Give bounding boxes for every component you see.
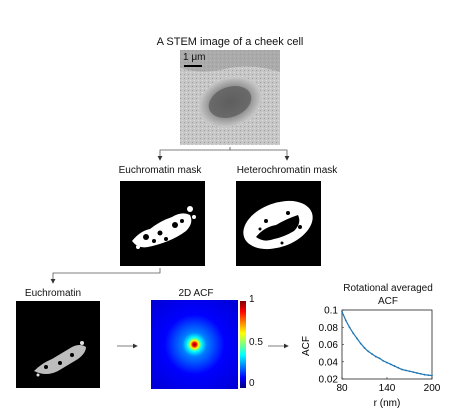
acf-data-point [416,372,418,374]
stem-title: A STEM image of a cheek cell [156,36,304,48]
acf-data-point [393,365,396,367]
heterochromatin-mask-image [236,181,321,266]
acf-data-point [344,319,347,322]
acf-data-point [401,368,403,371]
acf-data-point [363,347,366,349]
euchromatin-title: Euchromatin [24,288,82,299]
acf-data-point [427,374,430,377]
y-tick-label: 0.06 [319,340,339,351]
heterochromatin-mask-graphic [243,200,313,250]
x-tick-label: 80 [336,383,348,394]
euchromatin-mask-graphic [132,206,196,249]
chart-title-line2: ACF [378,296,398,307]
acf-data-point [374,355,377,358]
acf-data-point [386,361,388,364]
acf-data-point [356,337,358,340]
stem-image [180,50,280,145]
acf-data-point [341,310,343,313]
euchromatin-image [16,301,100,388]
acf-data-point [352,332,355,335]
acf-data-point [378,357,381,360]
acf-data-point [359,342,362,345]
acf2d-heatmap [151,300,238,389]
acf-data-point [397,366,400,369]
chart-ylabel: ACF [301,336,312,356]
heterochromatin-mask-title: Heterochromatin mask [236,165,338,176]
chart-title-line1: Rotational averaged [343,283,433,294]
arrow-to-euchromatin [50,268,161,284]
y-tick-label: 0.08 [319,323,339,334]
arrow-to-euchromatin-mask [157,147,231,161]
acf-data-point [412,371,415,373]
x-tick-label: 200 [424,383,441,394]
y-tick-label: 0.1 [324,306,338,317]
chart-plot-area [341,309,433,380]
acf-data-point [382,359,385,362]
acf-data-point [367,350,370,353]
acf-data-point [408,370,411,373]
x-tick-label: 140 [379,383,396,394]
scale-bar-label: 1 μm [183,52,206,63]
acf-data-point [423,373,426,376]
euchromatin-mask-title: Euchromatin mask [118,165,202,176]
stem-image-graphic [180,50,280,145]
acf2d-colorbar [240,301,246,388]
colorbar-tick-0.5: 0.5 [249,337,263,348]
acf-data-point [348,326,351,329]
y-tick-label: 0.04 [319,357,339,368]
colorbar-tick-1: 1 [249,294,255,305]
euchromatin-mask-image [120,181,205,266]
y-tick-label: 0.02 [319,375,339,386]
acf-data-point [371,353,373,355]
acf-data-point [431,374,433,377]
acf2d-title: 2D ACF [178,288,214,299]
acf-data-point [419,372,422,375]
acf-data-point [404,369,407,372]
arrow-to-heterochromatin-mask [230,149,290,161]
chart-xlabel: r (nm) [374,398,401,409]
euchromatin-image-graphic [34,341,86,377]
colorbar-tick-0: 0 [249,378,255,389]
acf-data-point [389,363,392,366]
